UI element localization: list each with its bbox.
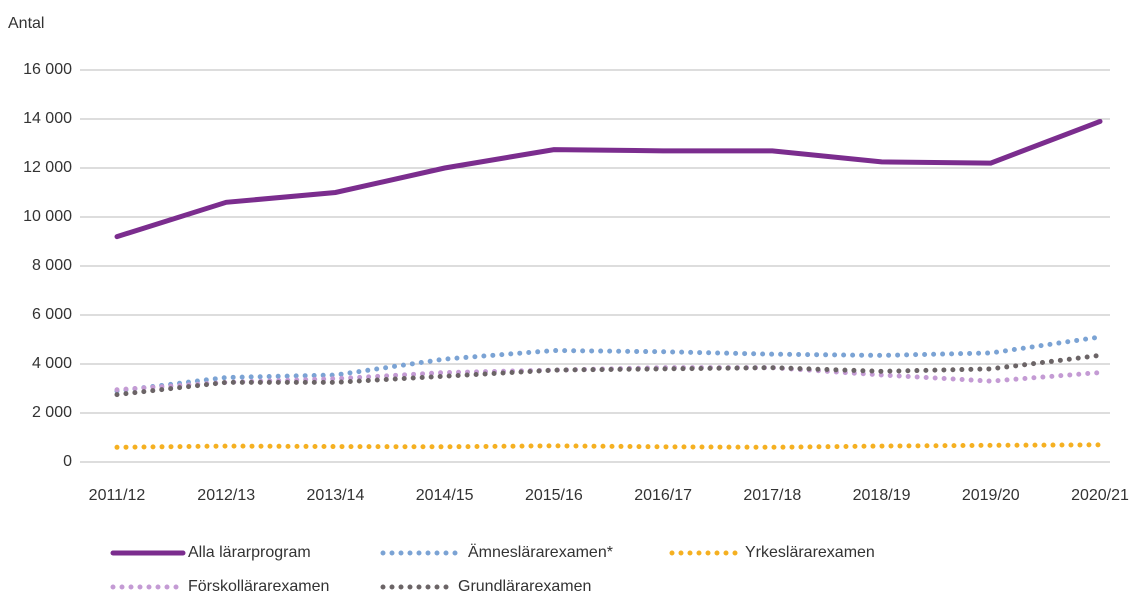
y-tick-label: 8 000 — [32, 257, 72, 274]
x-tick-label: 2017/18 — [743, 487, 801, 504]
y-tick-label: 14 000 — [23, 110, 72, 127]
y-tick-label: 16 000 — [23, 61, 72, 78]
legend-label: Ämneslärarexamen* — [468, 543, 613, 561]
x-tick-label: 2015/16 — [525, 487, 583, 504]
x-tick-label: 2016/17 — [634, 487, 692, 504]
x-tick-label: 2019/20 — [962, 487, 1020, 504]
y-axis-label: Antal — [8, 15, 44, 32]
x-tick-label: 2012/13 — [197, 487, 255, 504]
x-tick-label: 2018/19 — [853, 487, 911, 504]
series-line — [114, 442, 1103, 450]
y-tick-label: 10 000 — [23, 208, 72, 225]
y-tick-label: 2 000 — [32, 404, 72, 421]
legend-label: Alla lärarprogram — [188, 544, 311, 561]
legend-label: Förskollärarexamen — [188, 578, 329, 595]
x-tick-label: 2013/14 — [307, 487, 365, 504]
legend-label: Grundlärarexamen — [458, 578, 591, 595]
y-tick-label: 6 000 — [32, 306, 72, 323]
x-tick-label: 2014/15 — [416, 487, 474, 504]
series-line — [114, 365, 1103, 393]
y-tick-label: 4 000 — [32, 355, 72, 372]
series-line — [114, 118, 1103, 240]
series-line — [114, 334, 1103, 394]
y-tick-label: 0 — [63, 453, 72, 470]
y-tick-label: 12 000 — [23, 159, 72, 176]
x-tick-label: 2011/12 — [89, 487, 146, 504]
series-line — [114, 352, 1103, 398]
x-tick-label: 2020/21 — [1071, 487, 1129, 504]
legend-label: Yrkeslärarexamen — [745, 544, 875, 561]
